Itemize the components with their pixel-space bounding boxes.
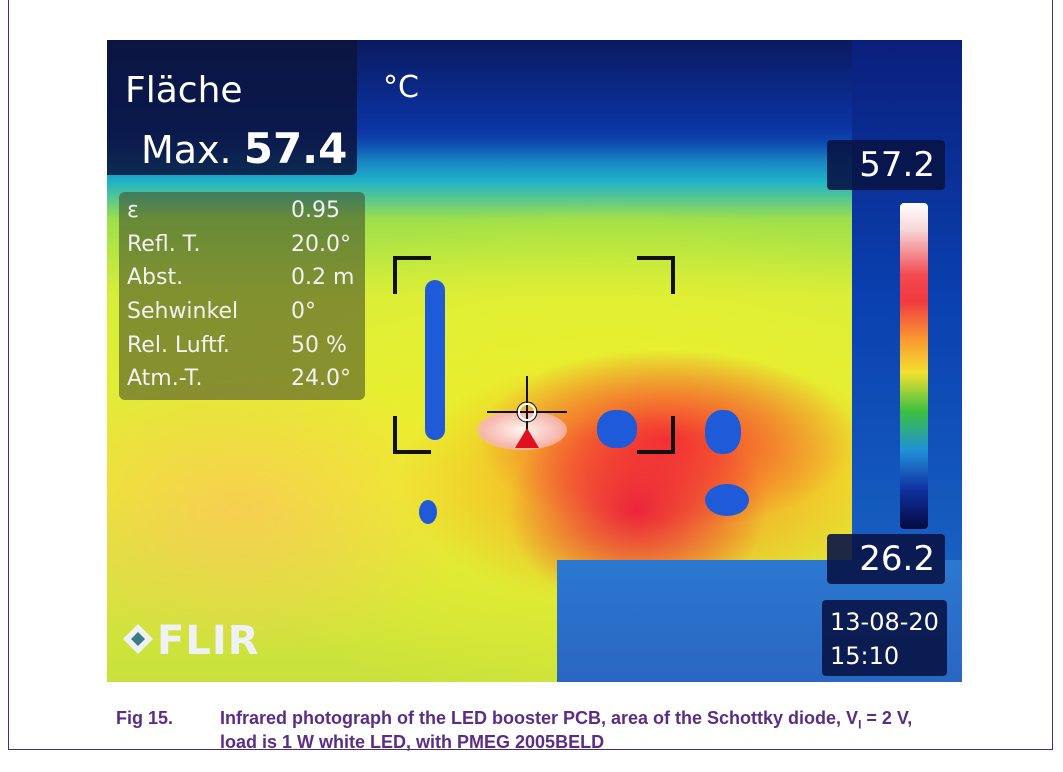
- param-label: Abst.: [127, 265, 184, 290]
- flir-logo-icon: [123, 624, 153, 654]
- temperature-colorbar: [900, 203, 928, 529]
- param-value: 50 %: [291, 333, 347, 358]
- cool-spot: [419, 500, 437, 524]
- cool-spot: [597, 410, 637, 448]
- max-readout: Max. 57.4: [141, 124, 347, 173]
- cool-spot: [705, 484, 749, 516]
- param-value: 0.95: [291, 198, 340, 223]
- cool-spot: [425, 280, 445, 440]
- cool-spot: [705, 410, 741, 454]
- param-label: ε: [127, 198, 139, 223]
- area-bracket-top-left: [393, 256, 431, 294]
- timestamp: 13-08-20 15:10: [822, 600, 947, 676]
- mode-label: Fläche: [125, 70, 243, 111]
- date-text: 13-08-20: [830, 608, 939, 636]
- crosshair-icon: [487, 376, 567, 448]
- unit-label: °C: [383, 70, 419, 105]
- param-value: 20.0°: [291, 232, 351, 257]
- thermal-image: Fläche Max. 57.4 °C ε 0.95 Refl. T. 20.0…: [107, 40, 962, 682]
- caption-text: = 2 V,: [861, 708, 913, 728]
- caption-text: Infrared photograph of the LED booster P…: [220, 708, 859, 728]
- caption-line-1: Infrared photograph of the LED booster P…: [220, 706, 1040, 737]
- param-label: Refl. T.: [127, 232, 201, 257]
- page-frame: [8, 0, 1053, 750]
- area-bracket-top-right: [637, 256, 675, 294]
- scale-max-value: 57.2: [827, 140, 945, 190]
- time-text: 15:10: [830, 642, 900, 670]
- flir-logo: FLIR: [157, 618, 260, 664]
- area-bracket-bottom-left: [393, 416, 431, 454]
- param-value: 0°: [291, 299, 316, 324]
- area-bracket-bottom-right: [637, 416, 675, 454]
- param-label: Sehwinkel: [127, 299, 239, 324]
- parameter-panel: ε 0.95 Refl. T. 20.0° Abst. 0.2 m Sehwin…: [119, 192, 365, 400]
- param-label: Atm.-T.: [127, 366, 203, 391]
- measurement-header: Fläche Max. 57.4: [107, 40, 357, 175]
- scale-min-value: 26.2: [827, 534, 945, 584]
- max-value: 57.4: [243, 124, 348, 173]
- caption-subscript: I: [858, 717, 862, 732]
- param-label: Rel. Luftf.: [127, 333, 230, 358]
- param-value: 24.0°: [291, 366, 351, 391]
- figure-label: Fig 15.: [116, 708, 174, 728]
- max-label: Max.: [141, 128, 232, 172]
- param-value: 0.2 m: [291, 265, 355, 290]
- caption-line-2: load is 1 W white LED, with PMEG 2005BEL…: [220, 732, 605, 752]
